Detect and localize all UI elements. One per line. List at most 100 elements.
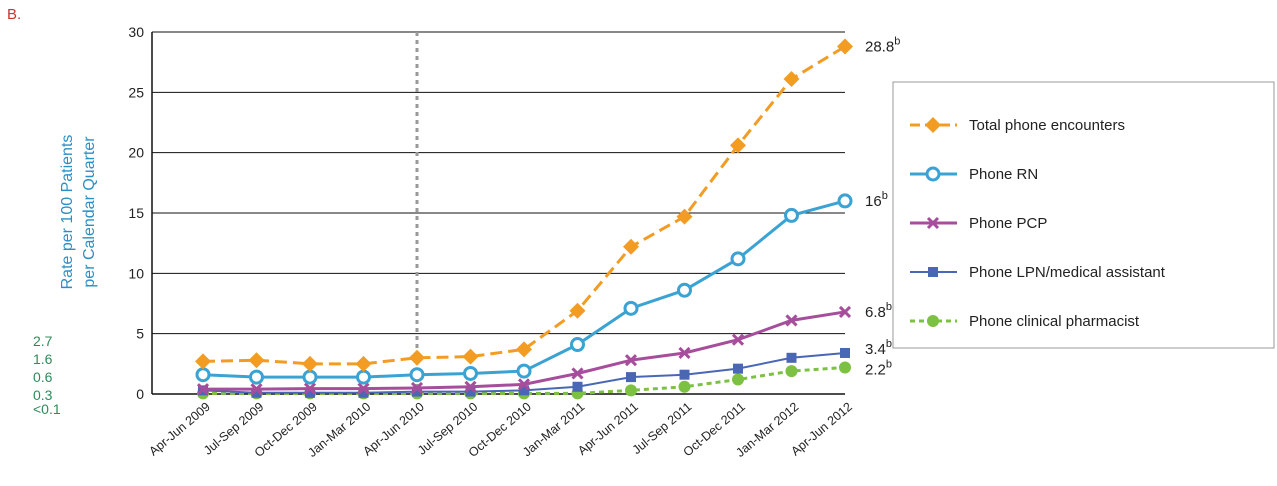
marker-x [410,381,424,395]
marker-square [358,387,369,398]
marker-square [519,385,529,396]
y-axis-title-line: per Calendar Quarter [81,136,98,288]
marker-circle [409,367,425,383]
marker-x-stroke [731,333,745,346]
legend-label: Phone RN [969,166,1038,183]
series-line [202,45,846,366]
marker-square [465,386,476,397]
marker-circle [837,193,853,209]
panel-label: B. [7,6,22,23]
marker-x-stroke [926,216,940,230]
marker-circle [249,369,264,385]
end-value-label: 6.8b [865,301,892,321]
marker-circle [463,365,478,381]
y-tick-label: 25 [128,84,144,100]
legend-item: Phone clinical pharmacist [910,313,1140,330]
y-tick-label: 5 [136,326,144,342]
series-phone-pcp [196,305,852,396]
marker-diamond [302,355,318,372]
marker-circle [730,251,746,267]
marker-diamond [783,71,800,88]
end-value: 3.4 [865,341,886,358]
y-axis-title-line: Rate per 100 Patients [59,135,76,290]
marker-x [571,367,584,380]
marker-diamond [837,38,853,55]
marker-x [678,346,691,360]
start-value-label: <0.1 [33,401,61,417]
marker-diamond [569,302,586,319]
marker-x-stroke [838,305,852,319]
y-axis: 0 5 10 15 20 25 30 Rate per 100 Patients per Cal… [59,24,153,402]
end-value-label: 28.8b [865,35,900,55]
marker-square [928,267,938,277]
marker-dot [625,384,637,397]
marker-dot [678,380,691,393]
start-value-label: 0.3 [33,387,53,403]
marker-diamond [730,137,746,154]
marker-square [840,347,850,358]
marker-diamond [355,355,372,372]
y-axis-title: Rate per 100 Patients per Calendar Quarte… [59,135,98,290]
marker-x-stroke [678,346,691,360]
series-phone-rn [195,193,853,385]
end-value-label: 2.2b [865,358,892,378]
marker-x-stroke [410,381,424,395]
legend-label: Total phone encounters [969,117,1125,134]
y-tick-label: 0 [136,386,144,402]
marker-x-stroke [196,383,210,396]
marker-x-stroke [571,367,584,380]
marker-x-stroke [357,382,370,395]
y-tick-label: 20 [128,145,144,161]
start-value-label: 1.6 [33,351,53,367]
marker-dot [785,365,798,378]
marker-diamond [409,349,425,366]
marker-square [733,363,743,374]
legend-item: Phone PCP [910,215,1047,232]
y-tick-label: 30 [128,24,144,40]
marker-diamond [462,348,479,365]
series-layer [195,38,853,400]
series-total-phone-encounters [195,38,853,372]
marker-dot [839,361,851,374]
legend-item: Phone RN [910,166,1038,183]
end-value-footnote: b [894,35,900,47]
marker-x-stroke [624,354,638,367]
marker-circle [302,369,318,385]
marker-circle [570,337,585,353]
marker-circle [356,369,371,385]
legend-item: Total phone encounters [910,117,1125,134]
marker-x [464,380,477,393]
end-value: 2.2 [865,361,886,378]
marker-square [251,387,262,398]
legend-label: Phone LPN/medical assistant [969,264,1166,281]
y-tick-label: 10 [128,265,144,281]
marker-x [250,383,263,396]
marker-circle [677,282,692,298]
marker-x-stroke [517,378,531,391]
legend-label: Phone PCP [969,215,1047,232]
marker-diamond [248,352,265,369]
marker-x [624,354,638,367]
end-value: 28.8 [865,38,894,55]
end-value-footnote: b [886,358,892,370]
marker-x-stroke [303,382,317,395]
marker-x [303,382,317,395]
marker-diamond [516,341,532,358]
marker-square [679,369,690,380]
marker-x [357,382,370,395]
marker-circle [784,207,799,223]
end-value-label: 16b [865,190,888,210]
end-value: 16 [865,193,882,210]
marker-circle [925,166,941,182]
end-value: 6.8 [865,304,886,321]
legend-label: Phone clinical pharmacist [969,313,1140,330]
end-value-footnote: b [886,301,892,313]
marker-x [926,216,940,230]
marker-circle [195,367,211,383]
marker-x-stroke [250,383,263,396]
marker-dot [927,315,939,327]
marker-circle [623,300,639,316]
end-value-footnote: b [886,338,892,350]
